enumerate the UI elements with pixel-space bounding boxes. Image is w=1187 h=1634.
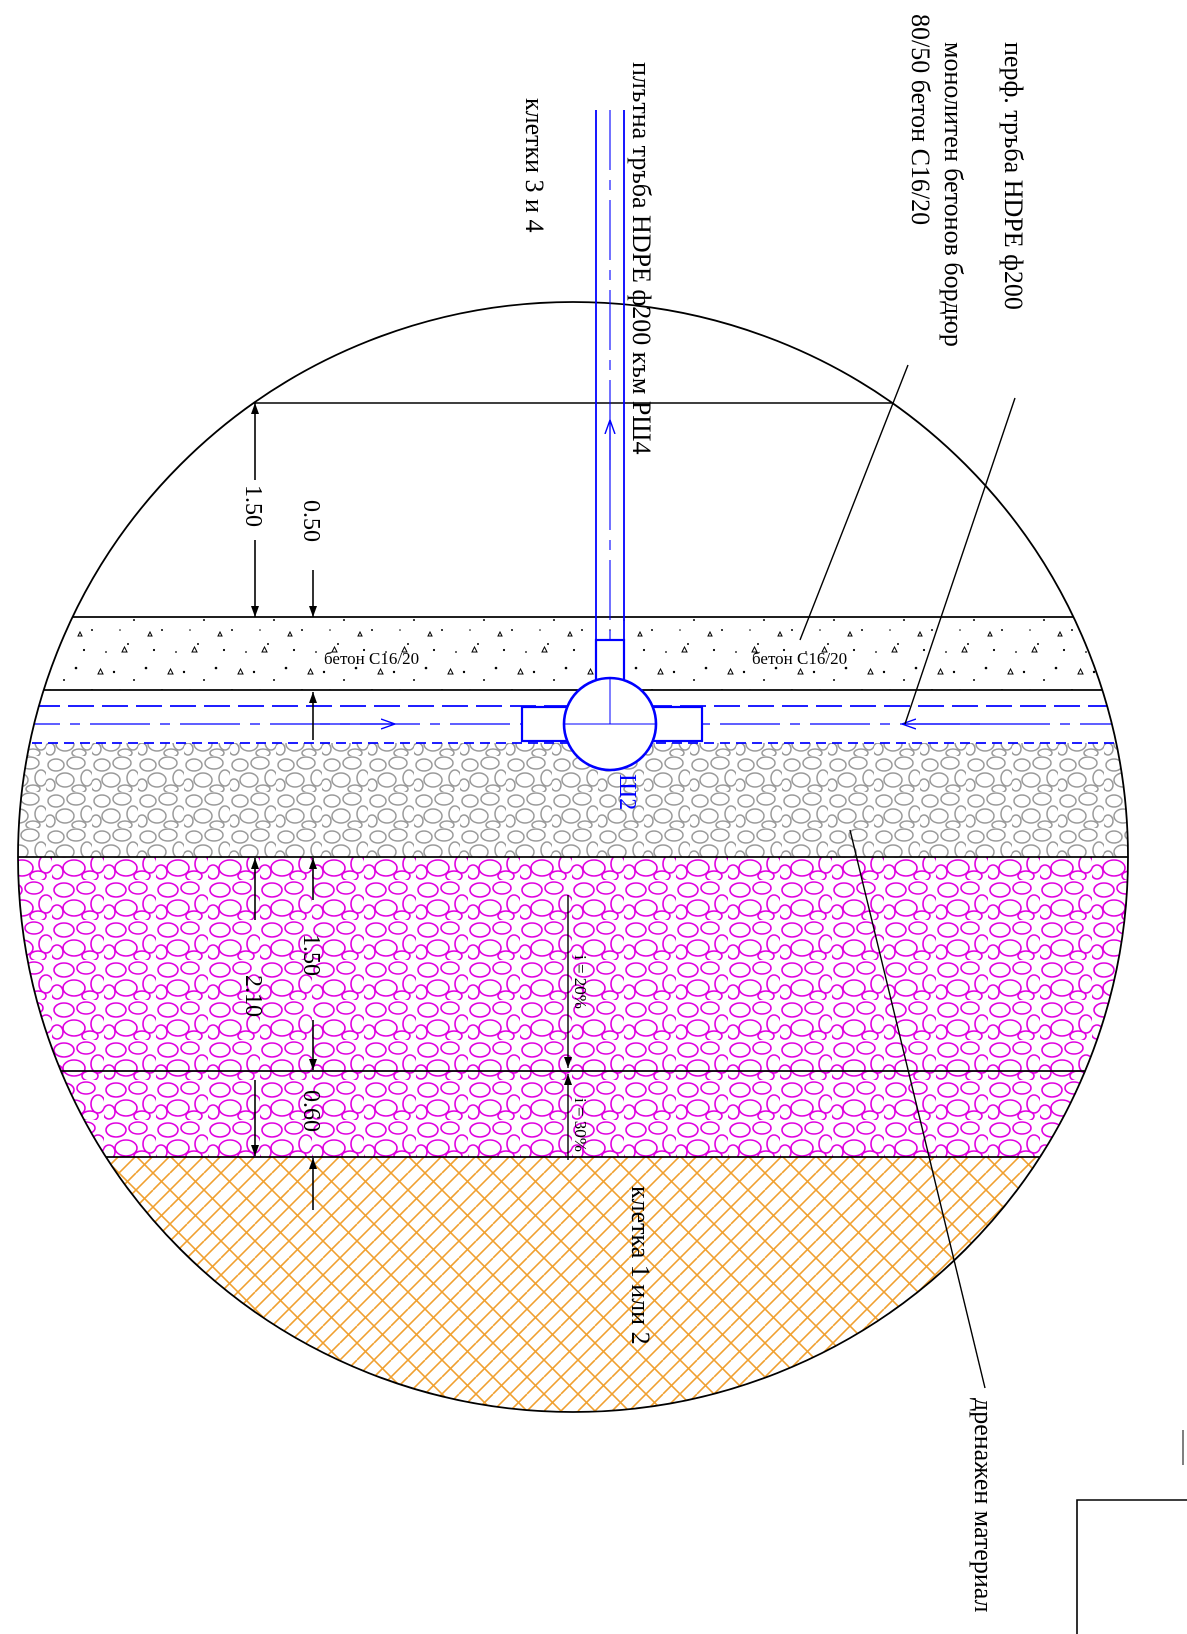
- leader-drain: [849, 829, 986, 1389]
- label-solid-pipe: плътна тръба HDPE ф200 към РШ4: [627, 62, 656, 455]
- gray-gravel-band: [18, 743, 1128, 857]
- dim-text-150-mid: 1.50: [298, 934, 324, 976]
- magenta-drain-band: [18, 857, 1128, 1157]
- solid-pipe: [595, 110, 625, 640]
- slope-text-20: i = 20%: [571, 955, 590, 1009]
- label-perf-pipe: перф. тръба HDPE ф200: [999, 42, 1028, 310]
- concrete-band: [18, 617, 1128, 690]
- label-cell-1-2: клетка 1 или 2: [626, 1186, 655, 1345]
- label-border-line1: монолитен бетонов бордюр: [939, 42, 968, 347]
- dim-text-150-top: 1.50: [240, 485, 266, 527]
- label-concrete-right: бетон С16/20: [752, 649, 847, 668]
- dim-text-060: 0.60: [298, 1090, 324, 1132]
- label-manhole: Ш2: [614, 774, 640, 810]
- label-border-line2: 80/50 бетон С16/20: [906, 14, 935, 225]
- manhole-sh2: [520, 638, 704, 772]
- label-concrete-left: бетон С16/20: [324, 649, 419, 668]
- detail-circle: [17, 301, 1129, 1413]
- dim-text-050: 0.50: [298, 500, 324, 542]
- dim-text-210: 2.10: [240, 975, 266, 1017]
- leader-border: [799, 364, 909, 641]
- label-cells-3-4: клетки 3 и 4: [520, 98, 549, 232]
- title-block-corner: [1076, 1499, 1187, 1634]
- slope-text-30: i = 30%: [571, 1098, 590, 1152]
- orange-soil-band: [18, 1157, 1128, 1412]
- leader-perf-pipe: [904, 397, 1016, 725]
- label-drain-material: дренажен материал: [969, 1398, 998, 1613]
